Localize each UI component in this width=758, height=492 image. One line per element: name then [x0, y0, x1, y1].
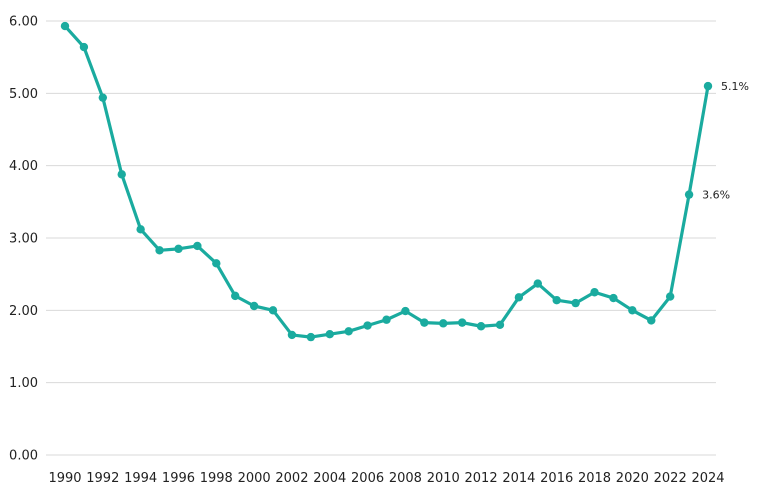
data-label-2023: 3.6%: [702, 189, 730, 202]
x-tick-label: 2004: [313, 471, 346, 486]
data-point-2016: [552, 296, 561, 305]
x-tick-label: 2020: [616, 471, 649, 486]
data-point-2008: [401, 306, 410, 316]
x-tick-label: 1996: [162, 471, 195, 486]
gridlines: [46, 20, 716, 456]
data-point-1991: [79, 42, 89, 52]
x-tick-label: 2002: [275, 471, 308, 486]
data-points: [60, 21, 713, 342]
x-tick-label: 1994: [124, 471, 157, 486]
series-line-group: [63, 24, 710, 339]
x-tick-label: 2012: [465, 471, 498, 486]
data-point-2015: [533, 279, 542, 288]
data-point-2005: [344, 327, 353, 336]
data-point-1998: [212, 259, 221, 268]
y-axis-tick-labels: 0.00 1.00 2.00 3.00 4.00 5.00 6.00: [9, 15, 38, 464]
data-point-2013: [495, 320, 505, 329]
x-tick-label: 2010: [427, 471, 460, 486]
data-label-2024: 5.1%: [721, 80, 749, 93]
y-tick-label: 5.00: [9, 87, 38, 102]
y-tick-label: 3.00: [9, 232, 38, 247]
x-tick-label: 2016: [540, 471, 573, 486]
data-point-2022: [665, 292, 675, 301]
data-point-2017: [571, 298, 580, 308]
data-point-2012: [476, 322, 486, 331]
y-tick-label: 1.00: [9, 376, 38, 391]
data-point-2021: [647, 316, 656, 325]
data-point-2010: [439, 319, 448, 328]
data-point-2004: [325, 330, 334, 339]
data-point-2002: [287, 330, 297, 340]
x-tick-label: 2000: [238, 471, 271, 486]
y-tick-label: 2.00: [9, 304, 38, 319]
data-point-2001: [268, 306, 278, 315]
data-point-2007: [382, 315, 391, 324]
data-point-1999: [231, 291, 240, 301]
x-axis-tick-labels: 1990 1992 1994 1996 1998 2000 2002 2004 2006 2008…: [48, 471, 724, 486]
series-line: [63, 24, 710, 339]
data-point-2024: [703, 81, 713, 91]
x-tick-label: 1992: [86, 471, 119, 486]
data-point-1990: [60, 21, 70, 31]
x-tick-label: 2018: [578, 471, 611, 486]
x-tick-label: 2024: [691, 471, 724, 486]
x-tick-label: 1990: [48, 471, 81, 486]
data-point-2020: [628, 306, 637, 315]
data-point-2019: [609, 293, 618, 303]
data-point-2003: [306, 332, 316, 342]
data-point-2018: [590, 288, 599, 297]
data-point-1994: [136, 225, 145, 234]
data-point-2023: [684, 190, 694, 199]
data-point-1997: [193, 241, 202, 251]
y-tick-label: 0.00: [9, 449, 38, 464]
data-point-1995: [155, 246, 164, 255]
data-labels: 3.6% 5.1%: [702, 80, 749, 202]
y-tick-label: 6.00: [9, 15, 38, 30]
data-point-2011: [457, 318, 467, 327]
data-point-1993: [117, 170, 126, 179]
data-point-2014: [514, 293, 524, 302]
y-tick-label: 4.00: [9, 159, 38, 174]
data-point-1996: [174, 244, 183, 254]
data-point-2009: [420, 318, 429, 327]
x-tick-label: 2006: [351, 471, 384, 486]
x-tick-label: 2008: [389, 471, 422, 486]
x-tick-label: 1998: [200, 471, 233, 486]
x-tick-label: 2022: [654, 471, 687, 486]
data-point-2006: [363, 321, 372, 330]
x-tick-label: 2014: [502, 471, 535, 486]
data-point-2000: [249, 301, 259, 311]
data-point-1992: [98, 93, 108, 102]
